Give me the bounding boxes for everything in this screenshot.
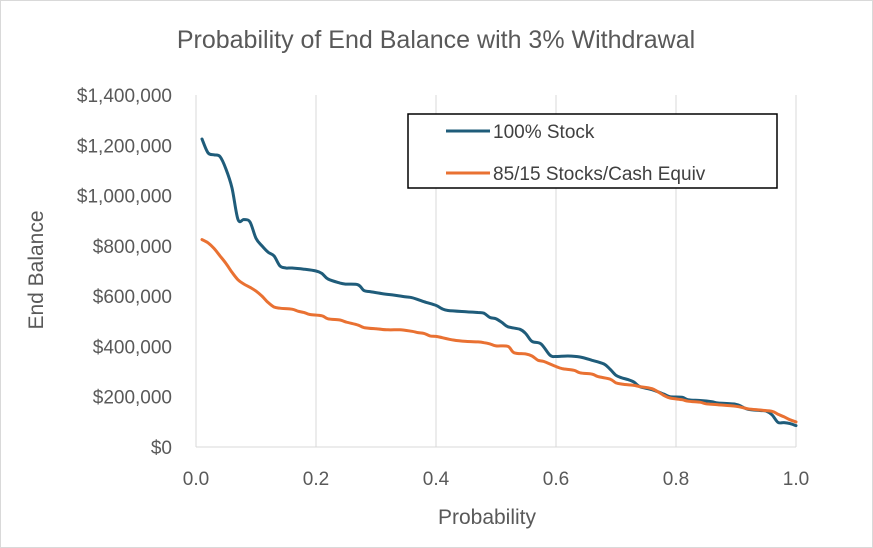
x-tick-label: 0.4 bbox=[423, 469, 450, 490]
x-axis-title: Probability bbox=[438, 506, 537, 529]
y-tick-label: $1,400,000 bbox=[77, 86, 172, 107]
y-tick-label: $400,000 bbox=[93, 337, 172, 358]
y-tick-label: $1,000,000 bbox=[77, 187, 172, 208]
legend-label-85-15-stocks-cash: 85/15 Stocks/Cash Equiv bbox=[493, 164, 706, 185]
y-axis-title: End Balance bbox=[25, 210, 48, 329]
y-tick-label: $1,200,000 bbox=[77, 136, 172, 157]
legend: 100% Stock 85/15 Stocks/Cash Equiv bbox=[407, 113, 778, 189]
y-tick-label: $200,000 bbox=[93, 388, 172, 409]
y-tick-label: $800,000 bbox=[93, 237, 172, 258]
legend-box bbox=[407, 113, 778, 189]
y-tick-label: $0 bbox=[151, 438, 172, 459]
legend-label-100-stock: 100% Stock bbox=[493, 122, 595, 143]
series-lines bbox=[200, 137, 798, 428]
series-line-85-15-stocks-cash-equiv bbox=[200, 238, 798, 424]
x-tick-label: 0.2 bbox=[303, 469, 329, 490]
x-tick-label: 0.6 bbox=[543, 469, 569, 490]
x-tick-label: 1.0 bbox=[783, 469, 809, 490]
series-line-100-stock bbox=[200, 137, 798, 428]
chart-title: Probability of End Balance with 3% Withd… bbox=[177, 26, 695, 54]
axes bbox=[195, 95, 796, 448]
y-axis-tick-labels: $0 $200,000 $400,000 $600,000 $800,000 $1,000… bbox=[77, 86, 172, 459]
x-tick-label: 0.0 bbox=[183, 469, 209, 490]
y-tick-label: $600,000 bbox=[93, 287, 172, 308]
x-axis-tick-labels: 0.0 0.2 0.4 0.6 0.8 1.0 bbox=[183, 469, 809, 490]
x-tick-label: 0.8 bbox=[663, 469, 689, 490]
